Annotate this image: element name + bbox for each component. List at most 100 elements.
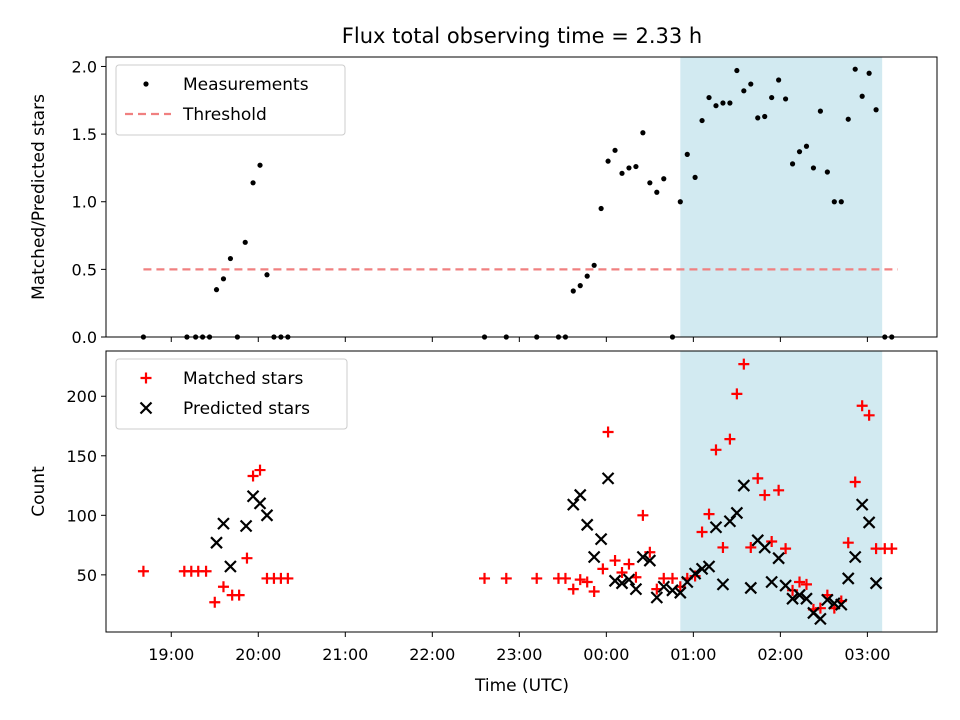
predicted-point [848,550,862,564]
x-tick-label: 00:00 [583,645,629,664]
data-point [873,107,879,113]
matched-point [842,537,854,549]
predicted-point [608,574,622,588]
data-point [661,176,667,182]
data-point [570,288,576,294]
series-matched-stars [137,358,898,615]
legend-marker-matched-stars [140,372,152,384]
matched-point [849,476,861,488]
predicted-point [730,506,744,520]
matched-point [137,565,149,577]
data-point [720,100,726,106]
data-point [727,100,733,106]
bottom-panel: 50 100 150 200 19:00 20:00 21:00 22:00 23:00 00:0… [29,350,938,664]
data-point [612,147,618,153]
data-point [866,70,872,76]
predicted-point [666,584,679,597]
y-tick-label: 150 [66,447,97,466]
matched-point [637,509,649,521]
series-predicted-stars [210,472,883,626]
matched-point [717,541,729,553]
data-point [591,262,597,268]
matched-point [588,586,600,598]
matched-point [247,470,259,482]
matched-point [616,566,628,578]
predicted-point [793,588,806,602]
x-tick-label: 01:00 [670,645,716,664]
matched-point [666,572,678,584]
matched-point [209,596,221,608]
x-tick-label: 03:00 [844,645,890,664]
predicted-point [835,598,848,611]
data-point [677,199,683,205]
data-point [713,103,719,109]
predicted-point [253,497,267,510]
matched-point [479,572,491,584]
predicted-point [786,592,799,605]
matched-point [863,409,875,421]
predicted-point [702,560,716,573]
legend-marker-predicted-stars [139,401,153,415]
matched-point [559,572,571,584]
x-tick-label: 20:00 [235,645,281,664]
data-point [605,158,611,164]
data-point [626,165,632,171]
predicted-point [643,554,657,567]
data-point [782,96,789,102]
legend-glyph [143,81,149,87]
top-panel-axes: 0.0 0.5 1.0 1.5 2.0 [72,57,868,347]
data-point [838,199,844,205]
top-panel-frame [105,56,938,338]
matched-point [780,543,792,555]
top-panel-marks [140,66,898,340]
bottom-panel-axes: 50 100 150 200 19:00 20:00 21:00 22:00 23:00 00:0… [66,387,890,664]
x-tick-label: 19:00 [148,645,194,664]
predicted-point [800,592,813,605]
predicted-point [629,582,643,596]
predicted-point [210,536,223,549]
predicted-point [636,550,650,564]
data-point [264,272,270,278]
data-point [220,276,227,282]
predicted-point [841,572,855,585]
data-point [803,143,810,149]
data-point [845,116,851,122]
matched-point [217,581,229,593]
y-tick-label: 50 [77,566,97,585]
predicted-point [709,520,723,534]
data-point [633,163,639,170]
matched-point [574,574,586,586]
data-point [817,108,823,114]
data-point [762,113,768,120]
bottom-panel-ylabel: Count [29,466,49,517]
predicted-point [615,576,629,590]
predicted-point [821,593,834,607]
matched-point [794,576,806,588]
matched-point [745,541,757,553]
matched-point [800,578,812,590]
y-tick-label: 1.0 [72,193,97,212]
data-point [250,180,256,186]
predicted-point [587,550,601,564]
observing-span-bottom [680,351,883,632]
data-point [647,180,653,186]
matched-point [282,572,294,584]
data-point [769,94,775,101]
matched-point [254,464,266,476]
matched-point [724,433,736,445]
predicted-point [650,591,664,604]
data-point [831,199,837,205]
y-tick-label: 1.5 [72,125,97,144]
y-tick-label: 200 [66,387,97,406]
predicted-point [779,579,792,592]
predicted-point [695,562,709,576]
predicted-point [772,551,785,565]
predicted-point [869,576,883,590]
matched-point [623,558,635,570]
bottom-panel-marks [137,358,898,626]
predicted-point [737,479,751,492]
x-axis-label: Time (UTC) [474,676,569,696]
predicted-point [260,509,274,522]
matched-point [856,400,868,412]
bottom-panel-legend: Matched stars Predicted stars [115,358,348,430]
